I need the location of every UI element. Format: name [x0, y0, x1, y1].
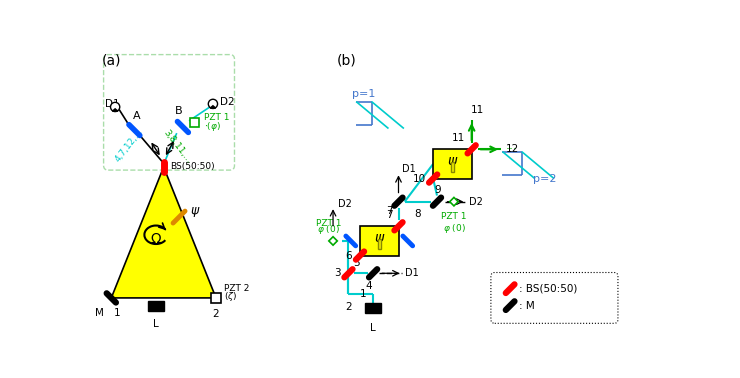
Text: (a): (a)	[102, 53, 121, 67]
Text: : BS(50:50): : BS(50:50)	[519, 284, 578, 294]
Text: p=1: p=1	[352, 89, 376, 99]
Bar	[360, 226, 399, 256]
Bar	[433, 149, 471, 178]
Text: $\psi$: $\psi$	[374, 232, 385, 247]
Bar	[451, 162, 454, 172]
Polygon shape	[450, 197, 458, 206]
Text: D1: D1	[406, 268, 419, 278]
Text: 7: 7	[386, 210, 392, 220]
Text: PZT 1: PZT 1	[441, 212, 467, 222]
FancyBboxPatch shape	[104, 54, 235, 170]
Text: A: A	[133, 111, 141, 121]
Text: $\Omega$: $\Omega$	[150, 232, 162, 246]
Text: $\psi$: $\psi$	[447, 155, 458, 170]
Text: D2: D2	[337, 199, 351, 209]
Text: PZT 1: PZT 1	[316, 219, 341, 228]
Text: L: L	[153, 319, 159, 329]
Text: $\psi$: $\psi$	[190, 206, 201, 220]
Text: 4: 4	[366, 281, 372, 291]
Text: ($\zeta$): ($\zeta$)	[223, 290, 237, 302]
Bar	[148, 301, 164, 311]
Text: 4,7,12,...: 4,7,12,...	[113, 127, 145, 164]
Text: $\varphi$ (0): $\varphi$ (0)	[317, 223, 340, 235]
Text: $\cdot(\varphi)$: $\cdot(\varphi)$	[204, 121, 221, 133]
Text: 9: 9	[434, 185, 441, 195]
Text: 2: 2	[345, 302, 352, 312]
Polygon shape	[112, 109, 118, 111]
Bar	[190, 118, 198, 127]
Text: 1: 1	[360, 289, 367, 299]
Text: BS(50:50): BS(50:50)	[171, 162, 215, 171]
Text: 11: 11	[452, 133, 465, 143]
Text: 5: 5	[353, 258, 360, 268]
Polygon shape	[210, 106, 215, 108]
Text: D1: D1	[105, 99, 120, 109]
Text: D2: D2	[220, 96, 235, 107]
Text: 12: 12	[505, 144, 519, 154]
Text: 1: 1	[114, 308, 121, 318]
Bar	[211, 293, 221, 303]
Polygon shape	[111, 167, 216, 298]
Text: PZT 1: PZT 1	[204, 113, 229, 122]
Text: ...: ...	[505, 139, 517, 152]
Text: 3: 3	[334, 268, 340, 278]
Text: M: M	[95, 308, 104, 318]
Circle shape	[110, 102, 120, 112]
Text: 3,8,11,...: 3,8,11,...	[161, 129, 193, 166]
Text: : M: : M	[519, 301, 535, 311]
Text: 10: 10	[412, 174, 426, 184]
Text: 7: 7	[386, 206, 392, 215]
Text: (b): (b)	[337, 53, 357, 67]
Text: D1: D1	[403, 164, 416, 174]
Text: 6: 6	[346, 251, 352, 260]
Polygon shape	[329, 237, 337, 245]
Text: B: B	[175, 106, 183, 116]
Text: PZT 2: PZT 2	[223, 284, 249, 293]
Bar	[366, 303, 381, 313]
Text: $\varphi$ (0): $\varphi$ (0)	[443, 222, 465, 235]
Circle shape	[209, 99, 218, 108]
Text: p=2: p=2	[534, 174, 556, 184]
Text: 11: 11	[471, 105, 485, 115]
Bar	[377, 239, 381, 249]
FancyBboxPatch shape	[491, 273, 618, 323]
Text: 2: 2	[212, 310, 219, 319]
Text: L: L	[370, 322, 376, 333]
Text: D2: D2	[469, 197, 483, 207]
Text: 8: 8	[414, 209, 421, 219]
